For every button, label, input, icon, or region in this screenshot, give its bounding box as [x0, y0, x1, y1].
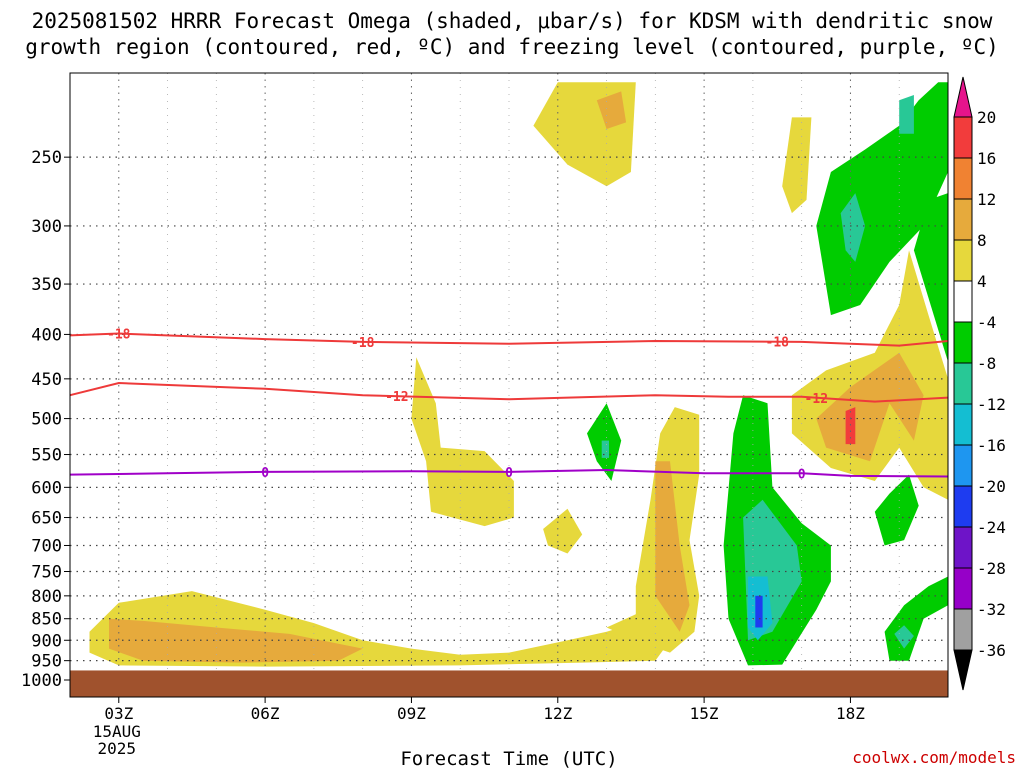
contour-line--12	[69, 381, 949, 403]
omega-area-upward-low-level-core	[109, 618, 363, 663]
contour-line-0	[69, 468, 949, 478]
colorbar-top-arrow	[953, 76, 973, 118]
y-tick-label-750: 750	[31, 563, 62, 583]
x-tick-label-09Z: 09Z	[397, 704, 426, 723]
x-date-label: 15AUG	[93, 722, 141, 741]
contour-label--18: -18	[107, 327, 131, 342]
colorbar-bin	[953, 280, 973, 323]
y-tick-label-1000: 1000	[21, 671, 62, 691]
colorbar-label: -28	[977, 559, 1006, 578]
contour-label-0: 0	[798, 467, 806, 482]
colorbar-bin	[953, 198, 973, 241]
y-tick-label-550: 550	[31, 446, 62, 466]
omega-area-downward-13z-inner	[601, 440, 609, 458]
colorbar-label: -8	[977, 354, 996, 373]
colorbar-label: 4	[977, 272, 987, 291]
x-tick-label-18Z: 18Z	[836, 704, 865, 723]
temperature-contours: -18 -18 -18 -12 -12 0 0 0	[69, 327, 949, 482]
omega-area-upward-16z-aloft	[782, 117, 812, 214]
colorbar-bin	[953, 321, 973, 364]
y-tick-label-250: 250	[31, 148, 62, 168]
chart-title-line1: 2025081502 HRRR Forecast Omega (shaded, …	[31, 9, 993, 33]
omega-area-upward-09z-column	[411, 357, 514, 527]
contour-label--18: -18	[351, 336, 375, 351]
y-tick-label-800: 800	[31, 587, 62, 607]
colorbar-bin	[953, 403, 973, 446]
contour-line--18	[69, 332, 949, 347]
colorbar-label: -32	[977, 600, 1006, 619]
y-tick-label-600: 600	[31, 478, 62, 498]
contour-label--12: -12	[385, 390, 408, 405]
colorbar-bin	[953, 485, 973, 528]
colorbar-bin	[953, 567, 973, 610]
colorbar-label: -4	[977, 313, 996, 332]
omega-colorbar: 20 16 12 8 4 -4 -8 -12 -16 -20 -24 -28 -32 -36	[953, 76, 1006, 691]
omega-area-upward-14z-core	[655, 461, 690, 632]
colorbar-label: 8	[977, 231, 987, 250]
colorbar-bottom-arrow	[953, 649, 973, 691]
y-tick-label-950: 950	[31, 652, 62, 672]
y-axis: 2503003504004505005506006507007508008509…	[21, 148, 70, 691]
y-tick-label-850: 850	[31, 610, 62, 630]
y-tick-label-400: 400	[31, 325, 62, 345]
omega-area-upward-18z-max	[845, 407, 856, 445]
x-tick-label-12Z: 12Z	[543, 704, 572, 723]
colorbar-label: 16	[977, 149, 996, 168]
colorbar-bin	[953, 608, 973, 651]
omega-area-upward-aloft-core	[596, 91, 627, 129]
ground-bar	[70, 670, 948, 697]
y-tick-label-650: 650	[31, 509, 62, 529]
x-tick-label-15Z: 15Z	[690, 704, 719, 723]
colorbar-label: -16	[977, 436, 1006, 455]
colorbar-bin	[953, 116, 973, 159]
omega-area-upward-17z-20z-core	[816, 352, 924, 462]
colorbar-label: 12	[977, 190, 996, 209]
colorbar-bin	[953, 526, 973, 569]
colorbar-label: -36	[977, 641, 1006, 660]
y-tick-label-500: 500	[31, 410, 62, 430]
contour-label-0: 0	[505, 466, 513, 481]
y-tick-label-900: 900	[31, 631, 62, 651]
omega-area-downward-19z-low-inner	[894, 625, 914, 649]
colorbar-bin	[953, 362, 973, 405]
colorbar-label: -20	[977, 477, 1006, 496]
plot-frame	[69, 72, 949, 698]
omega-area-downward-18z-aloft	[816, 82, 948, 316]
colorbar-bin	[953, 157, 973, 200]
omega-area-downward-19z-mid	[874, 474, 919, 546]
y-tick-label-350: 350	[31, 275, 62, 295]
x-tick-label-03Z: 03Z	[104, 704, 133, 723]
omega-area-downward-19z-right	[913, 193, 948, 362]
x-date-label: 2025	[98, 739, 137, 758]
credit-text: coolwx.com/models	[852, 748, 1016, 767]
contour-label-0: 0	[261, 466, 269, 481]
chart-title: 2025081502 HRRR Forecast Omega (shaded, …	[0, 8, 1024, 60]
contour-label--12: -12	[805, 392, 828, 407]
x-axis-label: Forecast Time (UTC)	[400, 748, 617, 768]
colorbar-label: -24	[977, 518, 1006, 537]
y-tick-label-300: 300	[31, 217, 62, 237]
colorbar-label: 20	[977, 108, 996, 127]
x-tick-label-06Z: 06Z	[251, 704, 280, 723]
chart-title-line2: growth region (contoured, red, ºC) and f…	[25, 35, 999, 59]
colorbar-bin	[953, 444, 973, 487]
grid-lines	[69, 73, 949, 697]
omega-area-downward-19z-inner	[899, 95, 914, 134]
omega-area-downward-18z-inner	[840, 193, 866, 262]
omega-shaded-areas	[89, 82, 948, 667]
colorbar-label: -12	[977, 395, 1006, 414]
colorbar-bin	[953, 239, 973, 282]
omega-area-downward-16z-max	[755, 595, 763, 628]
y-tick-label-450: 450	[31, 370, 62, 390]
contour-label--18: -18	[766, 336, 790, 351]
omega-area-upward-12z-patch	[543, 508, 583, 554]
y-tick-label-700: 700	[31, 536, 62, 556]
